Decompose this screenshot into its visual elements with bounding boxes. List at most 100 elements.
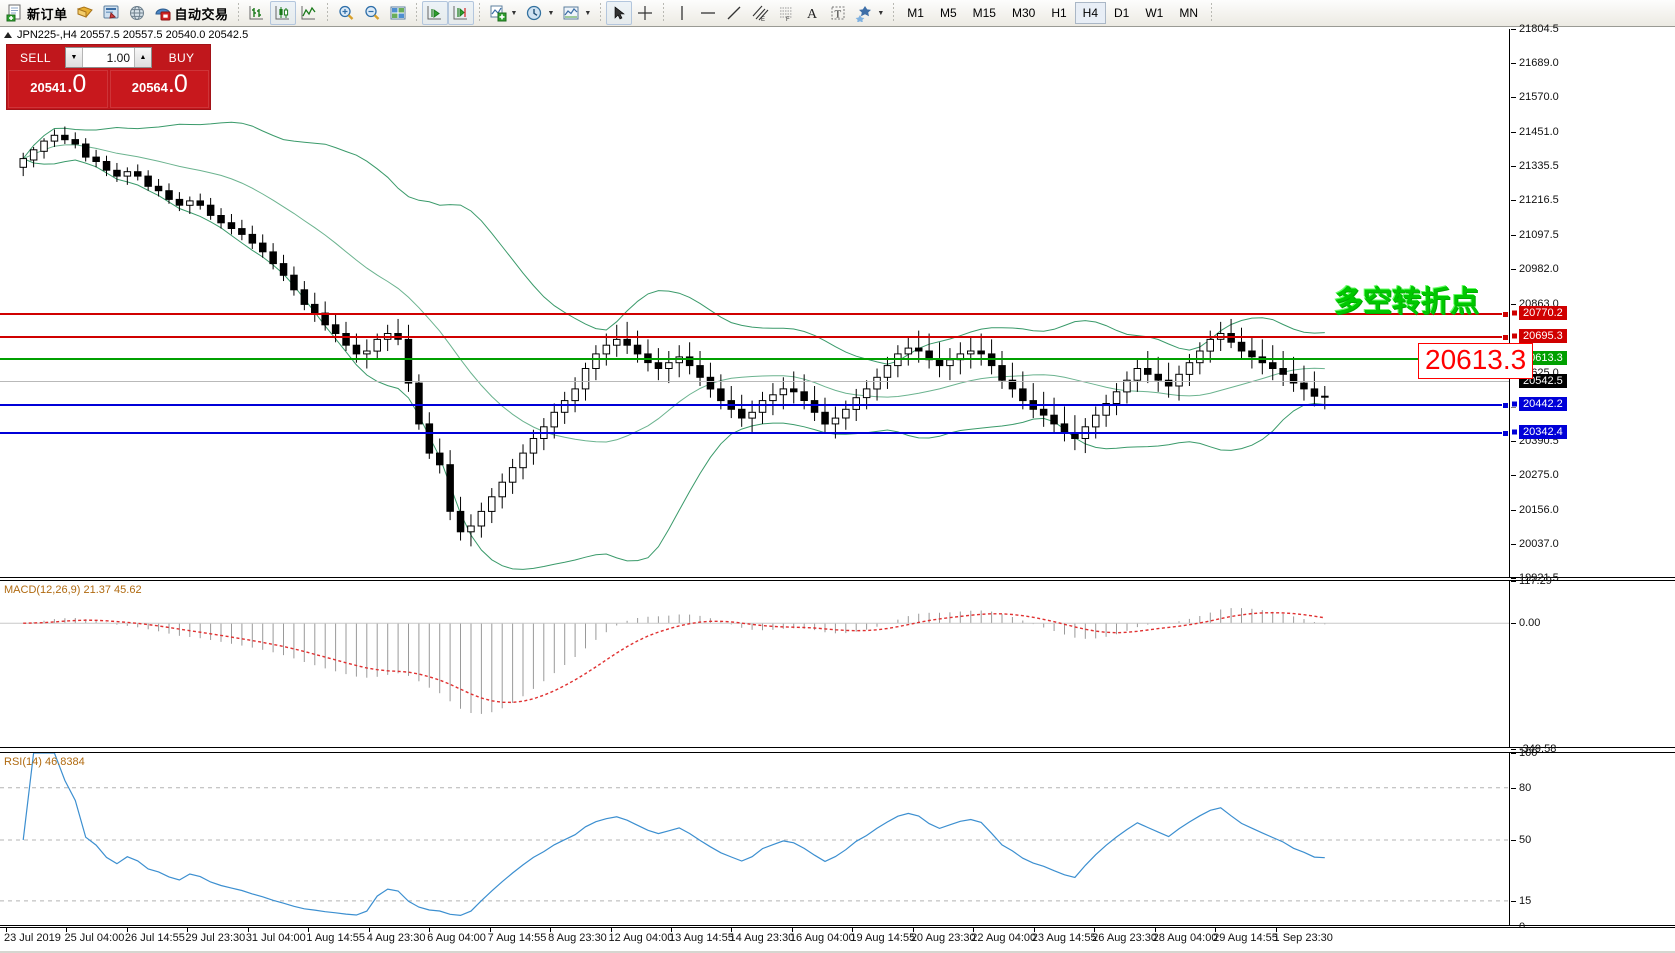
time-tick xyxy=(550,928,552,932)
level-handle-20442.2[interactable] xyxy=(1502,402,1509,409)
time-tick xyxy=(1033,928,1035,932)
price-tick xyxy=(1511,578,1516,579)
bar-chart-button[interactable] xyxy=(244,1,270,25)
volume-increment-button[interactable]: ▲ xyxy=(134,48,151,67)
rsi-scale[interactable]: 1008050150 xyxy=(1511,747,1675,933)
cursor-icon xyxy=(615,6,626,20)
macd-plot-area[interactable] xyxy=(0,581,1510,747)
window-bottom-edge xyxy=(0,951,1675,953)
level-scale-handle-20442.2[interactable] xyxy=(1511,400,1518,408)
price-tick xyxy=(1511,62,1516,64)
strategy-tester-button[interactable] xyxy=(124,1,150,25)
level-line-20613.3[interactable] xyxy=(0,358,1509,360)
indicators-button[interactable]: ▼ xyxy=(485,1,522,25)
level-line-20695.3[interactable] xyxy=(0,336,1509,338)
time-tick-label: 4 Aug 23:30 xyxy=(366,932,426,944)
volume-value[interactable]: 1.00 xyxy=(106,50,130,65)
vertical-line-icon xyxy=(681,6,683,20)
time-tick-label: 23 Jul 2019 xyxy=(4,932,61,944)
text-label-button[interactable]: A xyxy=(799,1,825,25)
data-window-button[interactable] xyxy=(72,1,98,25)
templates-button[interactable]: ▼ xyxy=(558,1,595,25)
sell-button[interactable]: SELL xyxy=(20,50,51,65)
shapes-button[interactable]: ▼ xyxy=(851,1,888,25)
timeframe-d1[interactable]: D1 xyxy=(1114,6,1130,20)
vertical-line-button[interactable] xyxy=(669,1,695,25)
buy-button[interactable]: BUY xyxy=(168,50,195,65)
equidistant-channel-button[interactable]: E xyxy=(747,1,773,25)
chart-shift-button[interactable] xyxy=(447,1,474,25)
autotrade-icon xyxy=(155,8,171,21)
timeframe-m15[interactable]: M15 xyxy=(972,6,996,20)
level-badge-20442.2[interactable]: 20442.2 xyxy=(1519,397,1567,411)
cursor-button[interactable] xyxy=(606,1,633,25)
rsi-panel[interactable]: RSI(14) 46.8384 1008050150 xyxy=(0,747,1675,933)
svg-text:E: E xyxy=(761,17,765,22)
volume-stepper[interactable]: ▼ 1.00 ▲ xyxy=(65,47,152,68)
horizontal-line-button[interactable] xyxy=(695,1,721,25)
time-tick xyxy=(852,928,854,932)
line-chart-button[interactable] xyxy=(296,1,322,25)
price-chart-panel[interactable]: 21804.5 21689.0 21570.0 21451.0 21335.5 21216… xyxy=(0,23,1675,584)
text-button[interactable]: T xyxy=(825,1,851,25)
level-badge-20770.2[interactable]: 20770.2 xyxy=(1519,306,1567,320)
timeframe-m30[interactable]: M30 xyxy=(1011,6,1036,20)
price-scale[interactable]: 21804.5 21689.0 21570.0 21451.0 21335.5 21216… xyxy=(1511,23,1675,584)
time-tick xyxy=(973,928,975,932)
toolbar-separator xyxy=(893,3,895,23)
volume-decrement-button[interactable]: ▼ xyxy=(66,48,83,67)
zoom-out-button[interactable] xyxy=(359,1,385,25)
time-tick-label: 19 Aug 14:55 xyxy=(850,932,916,944)
chevron-down-icon: ▼ xyxy=(584,9,592,17)
periods-button[interactable]: ▼ xyxy=(521,1,558,25)
sell-price-button[interactable]: 20541 .0 xyxy=(8,70,108,108)
time-tick-label: 20 Aug 23:30 xyxy=(910,932,976,944)
timeframe-mn[interactable]: MN xyxy=(1179,6,1199,20)
autotrading-button[interactable]: 自动交易 xyxy=(150,1,233,25)
level-badge-20695.3[interactable]: 20695.3 xyxy=(1519,329,1567,343)
fibonacci-button[interactable]: F xyxy=(773,1,799,25)
level-line-20342.4[interactable] xyxy=(0,432,1509,434)
time-axis[interactable]: 23 Jul 2019 25 Jul 04:00 26 Jul 14:55 29 Ju… xyxy=(0,927,1675,953)
new-order-button[interactable]: 新订单 xyxy=(2,1,72,25)
timeframe-w1[interactable]: W1 xyxy=(1145,6,1164,20)
terminal-button[interactable] xyxy=(98,1,124,25)
timeframe-h4[interactable]: H4 xyxy=(1074,2,1106,24)
toolbar-separator xyxy=(237,3,239,23)
zoom-in-button[interactable] xyxy=(333,1,359,25)
crosshair-button[interactable] xyxy=(632,1,658,25)
macd-panel[interactable]: MACD(12,26,9) 21.37 45.62 117.29 0.00 -349… xyxy=(0,575,1675,755)
level-line-20770.2[interactable] xyxy=(0,313,1509,315)
timeframe-m1[interactable]: M1 xyxy=(907,6,924,20)
price-plot-area[interactable] xyxy=(0,29,1510,577)
price-tick-label: 21216.5 xyxy=(1519,194,1559,207)
new-order-icon xyxy=(6,4,21,22)
level-scale-handle-20342.4[interactable] xyxy=(1511,428,1518,436)
time-tick-label: 22 Aug 04:00 xyxy=(971,932,1037,944)
candlestick-chart-button[interactable] xyxy=(269,1,296,25)
grid-button[interactable] xyxy=(385,1,411,25)
autotrading-label: 自动交易 xyxy=(174,6,229,22)
level-handle-20342.4[interactable] xyxy=(1502,430,1509,437)
zoom-in-icon xyxy=(338,5,353,20)
macd-tick xyxy=(1511,749,1516,750)
macd-scale[interactable]: 117.29 0.00 -349.58 xyxy=(1511,575,1675,755)
level-badge-20342.4[interactable]: 20342.4 xyxy=(1519,425,1567,439)
price-tick-label: 21804.5 xyxy=(1519,23,1559,35)
one-click-trading-panel[interactable]: SELL ▼ 1.00 ▲ BUY 20541 .0 20564 .0 xyxy=(6,44,211,110)
level-line-20442.2[interactable] xyxy=(0,404,1509,406)
price-tick xyxy=(1511,441,1516,443)
price-tick-label: 21689.0 xyxy=(1519,56,1559,69)
level-handle-20695.3[interactable] xyxy=(1502,334,1509,341)
level-scale-handle-20695.3[interactable] xyxy=(1511,332,1518,340)
timeframe-m5[interactable]: M5 xyxy=(939,6,957,20)
level-scale-handle-20770.2[interactable] xyxy=(1511,309,1518,317)
rsi-plot-area[interactable] xyxy=(0,753,1510,925)
time-tick-label: 14 Aug 23:30 xyxy=(729,932,795,944)
timeframe-h1[interactable]: H1 xyxy=(1051,6,1067,20)
trendline-button[interactable] xyxy=(721,1,747,25)
buy-price-button[interactable]: 20564 .0 xyxy=(109,70,209,108)
level-handle-20770.2[interactable] xyxy=(1502,311,1509,318)
auto-scroll-button[interactable] xyxy=(421,1,448,25)
time-tick xyxy=(791,928,793,932)
